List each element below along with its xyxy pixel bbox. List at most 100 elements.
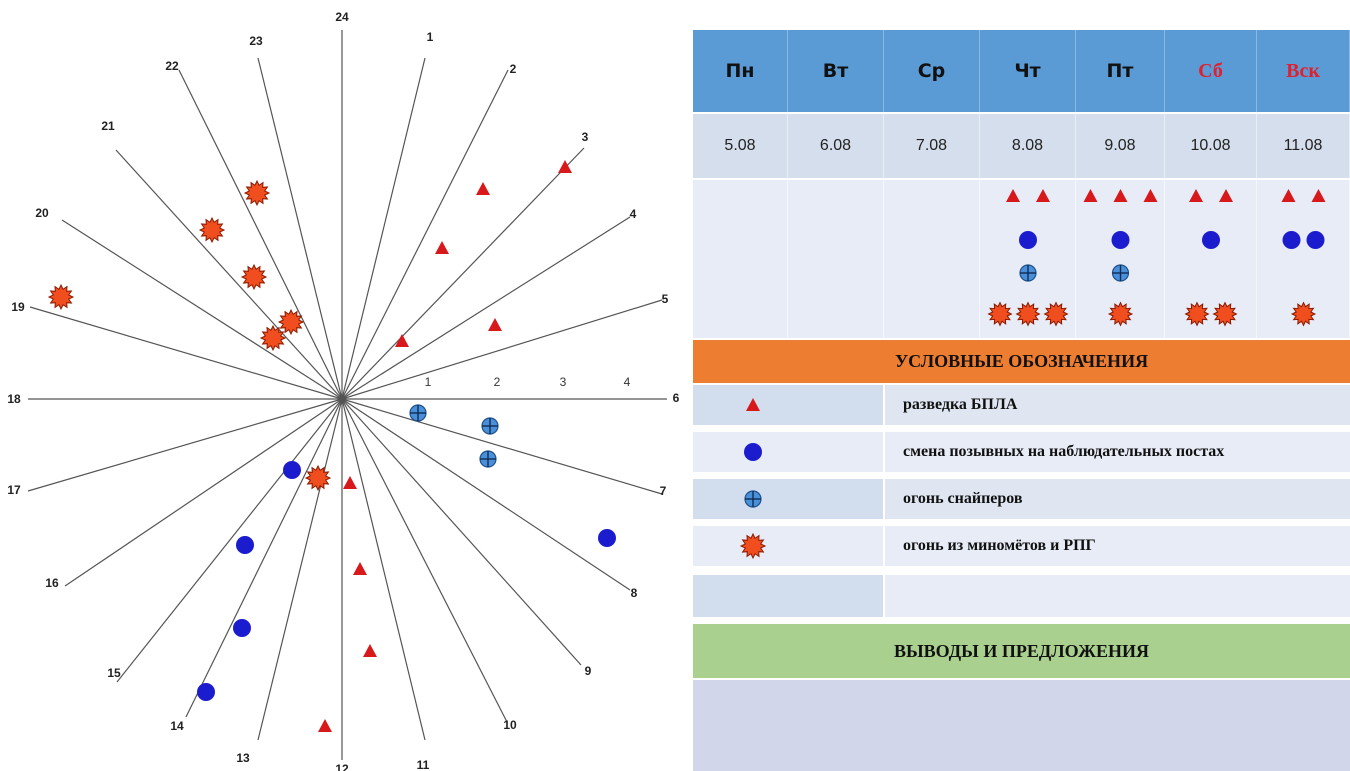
callsign-icon xyxy=(744,443,762,461)
callsign-icon xyxy=(598,529,616,547)
direction-label: 1 xyxy=(427,30,434,44)
direction-label: 9 xyxy=(585,664,592,678)
mortar-icon xyxy=(47,283,75,311)
scale-label: 1 xyxy=(425,375,432,389)
direction-label: 18 xyxy=(7,392,21,406)
weekday-header: Пн xyxy=(693,30,788,112)
event-markers xyxy=(47,160,616,732)
mortar-icon xyxy=(240,263,268,291)
mortar-icon xyxy=(277,308,305,336)
sector-line xyxy=(178,69,343,400)
direction-label: 10 xyxy=(503,718,517,732)
day-events-graphic xyxy=(884,180,979,338)
direction-label: 24 xyxy=(335,10,349,24)
sector-line xyxy=(115,149,343,400)
direction-label: 4 xyxy=(630,207,637,221)
sector-line xyxy=(29,306,343,400)
date-cell: 9.08 xyxy=(1076,114,1165,178)
sniper-icon xyxy=(409,404,427,422)
conclusions-area xyxy=(693,680,1350,771)
mortar-icon xyxy=(1043,301,1069,327)
callsign-icon xyxy=(1282,231,1301,249)
direction-label: 5 xyxy=(662,292,669,306)
sector-line xyxy=(341,216,631,400)
day-events-cell xyxy=(884,180,980,338)
legend-callsign-icon-cell xyxy=(693,432,883,472)
uav-icon xyxy=(476,182,490,195)
direction-label: 8 xyxy=(631,586,638,600)
weekly-table: Пн Вт Ср Чт Пт Сб Вск 5.08 6.08 7.08 8.08 9.08 10.0… xyxy=(693,30,1350,771)
legend-symbol xyxy=(746,398,760,411)
day-events-graphic xyxy=(987,189,1069,327)
direction-label: 14 xyxy=(170,719,184,733)
direction-label: 20 xyxy=(35,206,49,220)
sector-line xyxy=(341,57,426,400)
callsign-icon xyxy=(1111,231,1130,249)
uav-icon xyxy=(746,398,760,411)
direction-label: 17 xyxy=(7,483,21,497)
date-cell: 5.08 xyxy=(693,114,788,178)
sector-line xyxy=(341,147,585,400)
sector-lines xyxy=(27,30,667,760)
sector-line xyxy=(257,57,343,400)
mortar-icon xyxy=(304,464,332,492)
radial-sector-diagram: 123456789101112131415161718192021222324 … xyxy=(7,10,679,771)
day-events-cell xyxy=(693,180,788,338)
legend-callsign-label: смена позывных на наблюдательных постах xyxy=(885,432,1350,472)
weekday-header: Сб xyxy=(1165,30,1257,112)
mortar-icon xyxy=(243,179,271,207)
uav-icon xyxy=(343,476,357,489)
day-events-cell xyxy=(1257,180,1350,338)
callsign-icon xyxy=(283,461,301,479)
direction-label: 6 xyxy=(673,391,680,405)
uav-icon xyxy=(1143,189,1158,202)
weekday-header: Чт xyxy=(980,30,1076,112)
date-cell: 11.08 xyxy=(1257,114,1350,178)
day-events-graphic xyxy=(1184,189,1238,327)
direction-label: 13 xyxy=(236,751,250,765)
scale-label: 2 xyxy=(494,375,501,389)
day-events-graphic xyxy=(788,180,883,338)
distance-scale: 1 2 3 4 xyxy=(425,375,631,389)
mortar-icon xyxy=(1212,301,1238,327)
legend-sniper-icon-cell xyxy=(693,479,883,519)
legend-symbol xyxy=(744,443,762,461)
weekday-header: Пт xyxy=(1076,30,1165,112)
legend-mortar-icon-cell xyxy=(693,526,883,566)
sniper-icon xyxy=(1111,264,1130,282)
direction-label: 15 xyxy=(107,666,121,680)
day-events-graphic xyxy=(1083,189,1158,327)
conclusions-title: ВЫВОДЫ И ПРЕДЛОЖЕНИЯ xyxy=(693,624,1350,678)
uav-icon xyxy=(1113,189,1128,202)
uav-icon xyxy=(435,241,449,254)
sector-line xyxy=(257,398,343,741)
direction-label: 23 xyxy=(249,34,263,48)
scale-label: 3 xyxy=(560,375,567,389)
sector-line xyxy=(341,398,508,723)
day-events-cell xyxy=(1076,180,1165,338)
direction-label: 3 xyxy=(582,130,589,144)
direction-label: 16 xyxy=(45,576,59,590)
direction-label: 7 xyxy=(660,484,667,498)
day-events-graphic xyxy=(693,180,787,338)
uav-icon xyxy=(1281,189,1296,202)
uav-icon xyxy=(353,562,367,575)
callsign-icon xyxy=(233,619,251,637)
uav-icon xyxy=(1311,189,1326,202)
mortar-icon xyxy=(1184,301,1210,327)
weekday-header: Вск xyxy=(1257,30,1350,112)
legend-sniper-label: огонь снайперов xyxy=(885,479,1350,519)
callsign-icon xyxy=(236,536,254,554)
legend-empty-row-text xyxy=(885,575,1350,617)
date-cell: 8.08 xyxy=(980,114,1076,178)
mortar-icon xyxy=(259,324,287,352)
uav-icon xyxy=(558,160,572,173)
sector-line xyxy=(341,299,663,400)
direction-label: 2 xyxy=(510,62,517,76)
sniper-icon xyxy=(744,490,762,508)
sector-line xyxy=(341,398,426,741)
sniper-icon xyxy=(481,417,499,435)
sector-line xyxy=(116,398,343,683)
mortar-icon xyxy=(1015,301,1041,327)
